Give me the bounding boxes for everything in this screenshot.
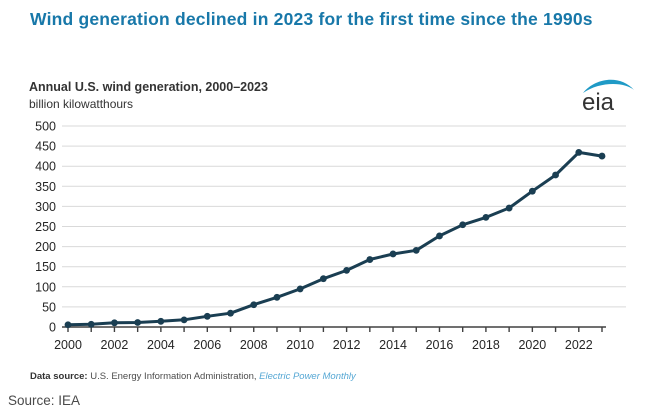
y-axis-tick-label: 200 [35, 240, 56, 254]
data-point-marker [505, 204, 513, 212]
data-point-marker [598, 152, 606, 160]
data-point-marker [482, 213, 490, 221]
data-point-marker [459, 221, 467, 229]
data-point-marker [180, 316, 188, 324]
data-point-marker [412, 246, 420, 254]
chart-y-units-label: billion kilowatthours [29, 97, 134, 111]
page-title: Wind generation declined in 2023 for the… [30, 9, 593, 29]
x-axis-tick-label: 2000 [54, 338, 82, 352]
data-point-marker [366, 256, 374, 263]
data-point-marker [203, 312, 211, 320]
y-axis-tick-label: 450 [35, 140, 56, 154]
x-axis-tick-label: 2020 [518, 338, 546, 352]
eia-logo-swoosh-icon [583, 79, 634, 93]
eia-logo: eia [582, 79, 634, 116]
x-axis-tick-label: 2010 [286, 338, 314, 352]
datasource-link[interactable]: Electric Power Monthly [259, 371, 356, 382]
x-axis-tick-label: 2008 [240, 338, 268, 352]
data-point-marker [389, 250, 397, 258]
data-point-marker [134, 319, 142, 326]
x-axis-tick-label: 2018 [472, 338, 500, 352]
datasource-text: U.S. Energy Information Administration, [87, 371, 260, 382]
data-point-marker [296, 285, 304, 293]
y-axis-tick-label: 500 [35, 120, 56, 134]
y-axis-tick-label: 50 [42, 300, 56, 314]
data-point-marker [319, 275, 327, 283]
data-point-marker [157, 317, 165, 325]
y-axis-tick-label: 250 [35, 220, 56, 234]
eia-logo-text: eia [582, 89, 615, 116]
x-axis-tick-label: 2012 [333, 338, 361, 352]
x-axis-tick-label: 2002 [101, 338, 129, 352]
y-axis-tick-label: 0 [49, 321, 56, 335]
y-axis-tick-label: 300 [35, 200, 56, 214]
source-footer: Source: IEA [8, 393, 81, 408]
data-point-marker [111, 319, 118, 327]
wind-generation-series-line [66, 150, 604, 327]
y-axis-tick-label: 350 [35, 180, 56, 194]
data-point-marker [575, 149, 583, 156]
x-axis-tick-label: 2016 [426, 338, 454, 352]
data-point-marker [528, 187, 536, 195]
x-axis-tick-label: 2006 [193, 338, 221, 352]
x-axis-tick-label: 2022 [565, 338, 593, 352]
data-point-marker [64, 321, 72, 329]
x-axis-tick-label: 2004 [147, 338, 175, 352]
data-point-marker [87, 320, 95, 328]
x-axis-tick-label: 2014 [379, 338, 407, 352]
y-axis-tick-label: 400 [35, 160, 56, 174]
data-point-marker [343, 266, 351, 274]
data-point-marker [273, 293, 281, 301]
wind-line-chart: 0 50 100 150 200 250 300 350 400 450 500 2000 2002 20… [35, 120, 626, 352]
datasource-label: Data source: [30, 371, 88, 382]
y-axis-tick-label: 100 [35, 280, 56, 294]
datasource-line: Data source: U.S. Energy Information Adm… [30, 371, 356, 382]
data-point-marker [552, 171, 559, 179]
data-point-marker [227, 309, 234, 317]
data-point-marker [250, 301, 258, 309]
y-axis-tick-label: 150 [35, 260, 56, 274]
data-point-marker [436, 232, 443, 240]
chart-title: Annual U.S. wind generation, 2000–2023 [29, 80, 268, 94]
